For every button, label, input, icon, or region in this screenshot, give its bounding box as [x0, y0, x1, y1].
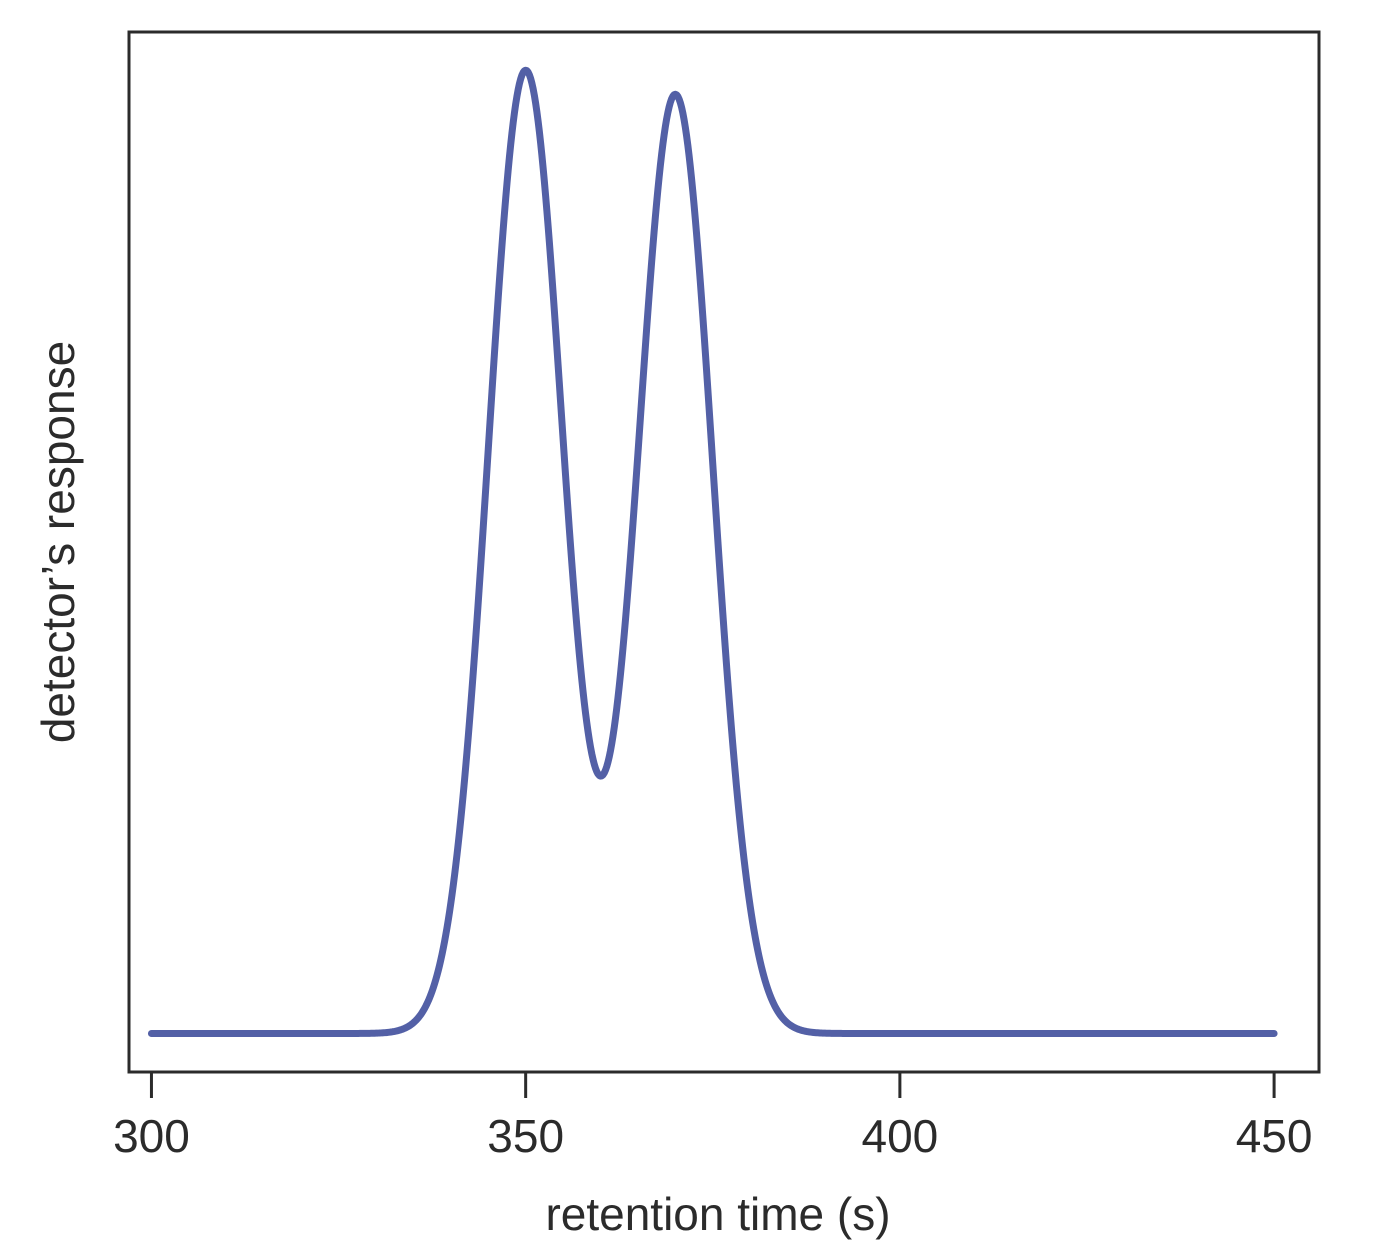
x-tick-label: 350: [487, 1110, 564, 1162]
chromatogram-line: [147, 66, 1278, 1037]
plot-frame: [127, 30, 1321, 1074]
y-axis-title: detector’s response: [32, 341, 84, 743]
x-axis-ticks: 300 350 400 450: [113, 1072, 1312, 1162]
x-tick-label: 400: [862, 1110, 939, 1162]
x-axis-title: retention time (s): [545, 1188, 890, 1240]
x-tick-label: 450: [1236, 1110, 1313, 1162]
x-tick-label: 300: [113, 1110, 190, 1162]
